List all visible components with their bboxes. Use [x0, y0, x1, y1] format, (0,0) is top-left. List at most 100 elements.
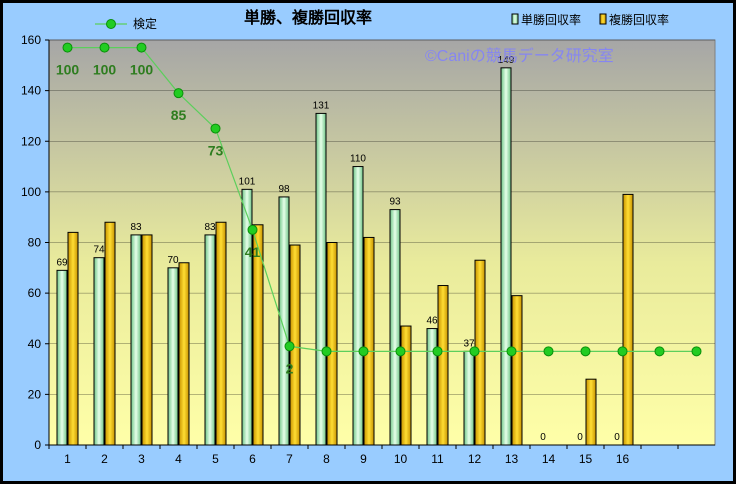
x-tick-label: 16	[616, 452, 630, 466]
line-point	[506, 346, 517, 357]
line-data-label: 100	[130, 62, 154, 78]
y-tick-label: 160	[21, 33, 41, 47]
bar-win	[93, 257, 105, 446]
bar-win	[278, 196, 290, 446]
line-point	[654, 346, 665, 357]
x-tick-label: 14	[542, 452, 556, 466]
x-tick-label: 9	[360, 452, 367, 466]
x-tick-label: 2	[101, 452, 108, 466]
x-tick-label: 5	[212, 452, 219, 466]
y-tick-label: 20	[28, 387, 42, 401]
bar-data-label: 131	[313, 100, 330, 111]
x-tick-label: 11	[431, 452, 444, 466]
bar-layer	[56, 67, 634, 446]
line-point	[136, 42, 147, 53]
x-tick-label: 13	[505, 452, 519, 466]
line-point	[321, 346, 332, 357]
x-tick-label: 8	[323, 452, 330, 466]
line-data-label: 100	[56, 62, 80, 78]
y-tick-label: 40	[28, 337, 42, 351]
bar-place	[437, 285, 449, 446]
chart-title: 単勝、複勝回収率	[244, 8, 372, 27]
bar-place	[622, 193, 634, 446]
y-tick-label: 80	[28, 236, 42, 250]
bar-data-label: 110	[350, 154, 366, 165]
line-point	[543, 346, 554, 357]
bar-data-label: 83	[130, 222, 142, 233]
line-point	[469, 346, 480, 357]
line-layer	[62, 42, 702, 357]
bar-place	[585, 378, 597, 446]
bar-data-label: 83	[204, 222, 216, 233]
x-tick-label: 6	[249, 452, 256, 466]
bar-place	[363, 236, 375, 446]
line-point	[62, 42, 73, 53]
line-data-label: 2	[286, 360, 294, 376]
line-point	[99, 42, 110, 53]
bar-place	[178, 262, 190, 446]
bar-place	[67, 231, 79, 446]
bar-data-label: 74	[93, 245, 105, 256]
bar-place	[215, 221, 227, 446]
x-tick-label: 7	[286, 452, 293, 466]
x-tick-label: 15	[579, 452, 593, 466]
line-point	[617, 346, 628, 357]
line-data-label: 100	[93, 62, 117, 78]
legend-label-bar: 複勝回収率	[609, 12, 669, 27]
bar-place	[252, 224, 264, 446]
bar-data-label: 69	[56, 257, 68, 268]
line-data-label: 85	[171, 107, 187, 123]
bar-win	[500, 67, 512, 446]
legend: 検定 単勝回収率 複勝回収率	[95, 12, 669, 31]
legend-label-line: 検定	[133, 16, 157, 31]
line-series-path	[67, 46, 697, 352]
legend-line-marker	[106, 19, 116, 29]
line-point	[210, 123, 221, 134]
bar-place	[400, 325, 412, 446]
x-tick-label: 10	[394, 452, 408, 466]
legend-bar-swatch	[511, 13, 519, 25]
bar-place	[511, 295, 523, 446]
bar-data-label: 98	[278, 184, 290, 195]
y-tick-label: 60	[28, 286, 42, 300]
watermark-text: ©Caniの競馬データ研究室	[425, 46, 614, 65]
bar-data-label: 0	[614, 432, 620, 443]
line-data-label: 73	[208, 143, 224, 159]
line-point	[284, 341, 295, 352]
x-tick-label: 3	[138, 452, 145, 466]
bar-data-label: 37	[463, 338, 475, 349]
bar-place	[326, 242, 338, 446]
bar-place	[141, 234, 153, 446]
bar-win	[130, 234, 142, 446]
bar-data-label: 149	[498, 55, 515, 66]
line-point	[580, 346, 591, 357]
grid-layer	[45, 39, 716, 449]
bar-data-label: 0	[540, 432, 546, 443]
y-tick-label: 100	[21, 185, 41, 199]
bar-win	[241, 188, 253, 446]
line-point	[432, 346, 443, 357]
bar-win	[315, 112, 327, 446]
y-tick-label: 120	[21, 134, 41, 148]
bar-data-label: 101	[239, 176, 256, 187]
line-data-label: 41	[245, 244, 261, 260]
legend-label-bar: 単勝回収率	[521, 12, 581, 27]
bar-data-label: 0	[577, 432, 583, 443]
bar-data-label: 70	[167, 255, 179, 266]
bar-win	[167, 267, 179, 446]
x-tick-label: 4	[175, 452, 182, 466]
bar-win	[352, 166, 364, 446]
bar-win	[56, 269, 68, 446]
bar-win	[204, 234, 216, 446]
line-point	[691, 346, 702, 357]
line-point	[358, 346, 369, 357]
bar-win	[389, 209, 401, 446]
line-point	[395, 346, 406, 357]
bar-win	[463, 350, 475, 446]
bar-win	[426, 328, 438, 446]
x-tick-label: 12	[468, 452, 482, 466]
bar-data-label: 46	[426, 316, 438, 327]
